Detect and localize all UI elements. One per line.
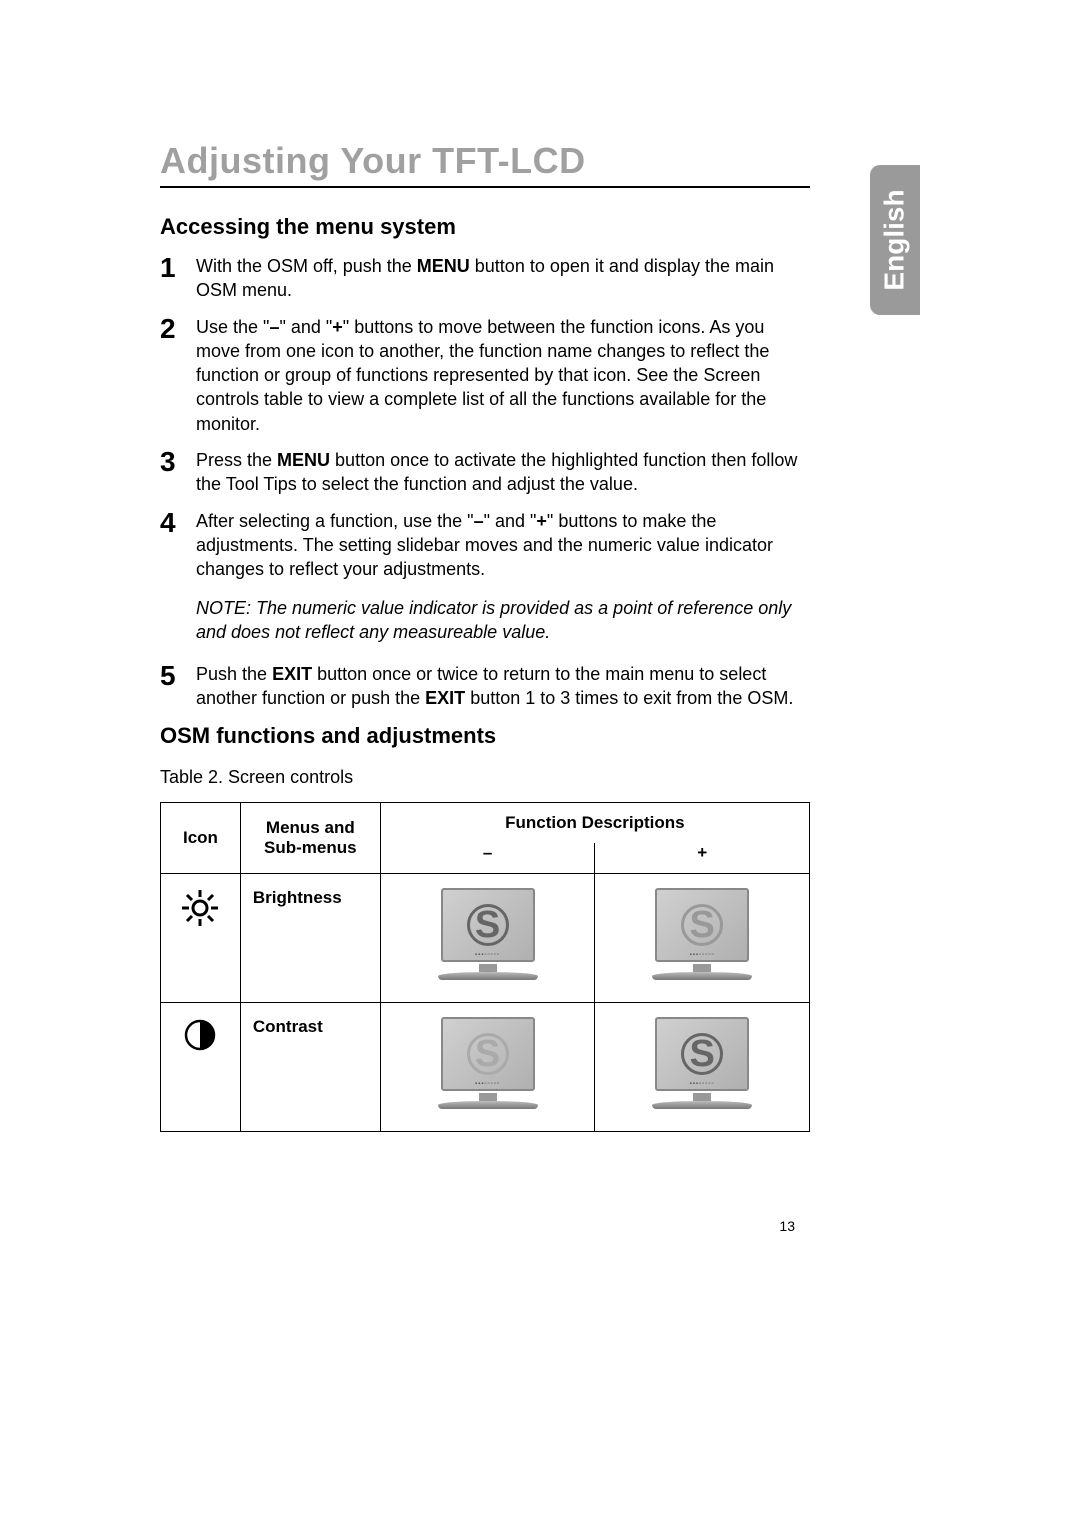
step-number: 4 <box>160 509 196 537</box>
step-text: Push the EXIT button once or twice to re… <box>196 662 810 711</box>
page-content: Adjusting Your TFT-LCD Accessing the men… <box>160 140 810 1132</box>
step-5: 5 Push the EXIT button once or twice to … <box>160 662 810 711</box>
screen-controls-table: Icon Menus and Sub-menus Function Descri… <box>160 802 810 1132</box>
brightness-label: Brightness <box>240 873 380 1002</box>
table-row: Brightness S▪▪▪▫▫▫▫▫ S▪▪▪▫▫▫▫▫ <box>161 873 810 1002</box>
brightness-icon <box>180 888 220 928</box>
step-text: With the OSM off, push the MENU button t… <box>196 254 810 303</box>
monitor-illustration: S▪▪▪▫▫▫▫▫ <box>433 888 543 988</box>
th-plus: + <box>595 843 810 874</box>
contrast-icon-cell <box>161 1002 241 1131</box>
brightness-minus-cell: S▪▪▪▫▫▫▫▫ <box>380 873 595 1002</box>
language-tab: English <box>870 165 920 315</box>
brightness-plus-cell: S▪▪▪▫▫▫▫▫ <box>595 873 810 1002</box>
th-menus: Menus and Sub-menus <box>240 802 380 873</box>
note-text: NOTE: The numeric value indicator is pro… <box>196 596 810 645</box>
step-2: 2 Use the "–" and "+" buttons to move be… <box>160 315 810 436</box>
page-number: 13 <box>779 1218 795 1234</box>
step-number: 1 <box>160 254 196 282</box>
th-minus: – <box>380 843 595 874</box>
step-number: 5 <box>160 662 196 690</box>
th-func: Function Descriptions <box>380 802 809 843</box>
monitor-illustration: S▪▪▪▫▫▫▫▫ <box>433 1017 543 1117</box>
step-1: 1 With the OSM off, push the MENU button… <box>160 254 810 303</box>
step-text: Press the MENU button once to activate t… <box>196 448 810 497</box>
contrast-label: Contrast <box>240 1002 380 1131</box>
page-title: Adjusting Your TFT-LCD <box>160 140 810 188</box>
monitor-illustration: S▪▪▪▫▫▫▫▫ <box>647 888 757 988</box>
step-number: 3 <box>160 448 196 476</box>
table-caption: Table 2. Screen controls <box>160 767 810 788</box>
contrast-minus-cell: S▪▪▪▫▫▫▫▫ <box>380 1002 595 1131</box>
language-label: English <box>879 189 911 290</box>
table-row: Contrast S▪▪▪▫▫▫▫▫ S▪▪▪▫▫▫▫▫ <box>161 1002 810 1131</box>
monitor-illustration: S▪▪▪▫▫▫▫▫ <box>647 1017 757 1117</box>
step-text: After selecting a function, use the "–" … <box>196 509 810 582</box>
brightness-icon-cell <box>161 873 241 1002</box>
contrast-plus-cell: S▪▪▪▫▫▫▫▫ <box>595 1002 810 1131</box>
contrast-icon <box>182 1017 218 1053</box>
step-3: 3 Press the MENU button once to activate… <box>160 448 810 497</box>
section-osm-heading: OSM functions and adjustments <box>160 723 810 749</box>
steps-list: 1 With the OSM off, push the MENU button… <box>160 254 810 582</box>
step-4: 4 After selecting a function, use the "–… <box>160 509 810 582</box>
th-icon: Icon <box>161 802 241 873</box>
section-accessing-heading: Accessing the menu system <box>160 214 810 240</box>
step-text: Use the "–" and "+" buttons to move betw… <box>196 315 810 436</box>
step-number: 2 <box>160 315 196 343</box>
steps-list-2: 5 Push the EXIT button once or twice to … <box>160 662 810 711</box>
